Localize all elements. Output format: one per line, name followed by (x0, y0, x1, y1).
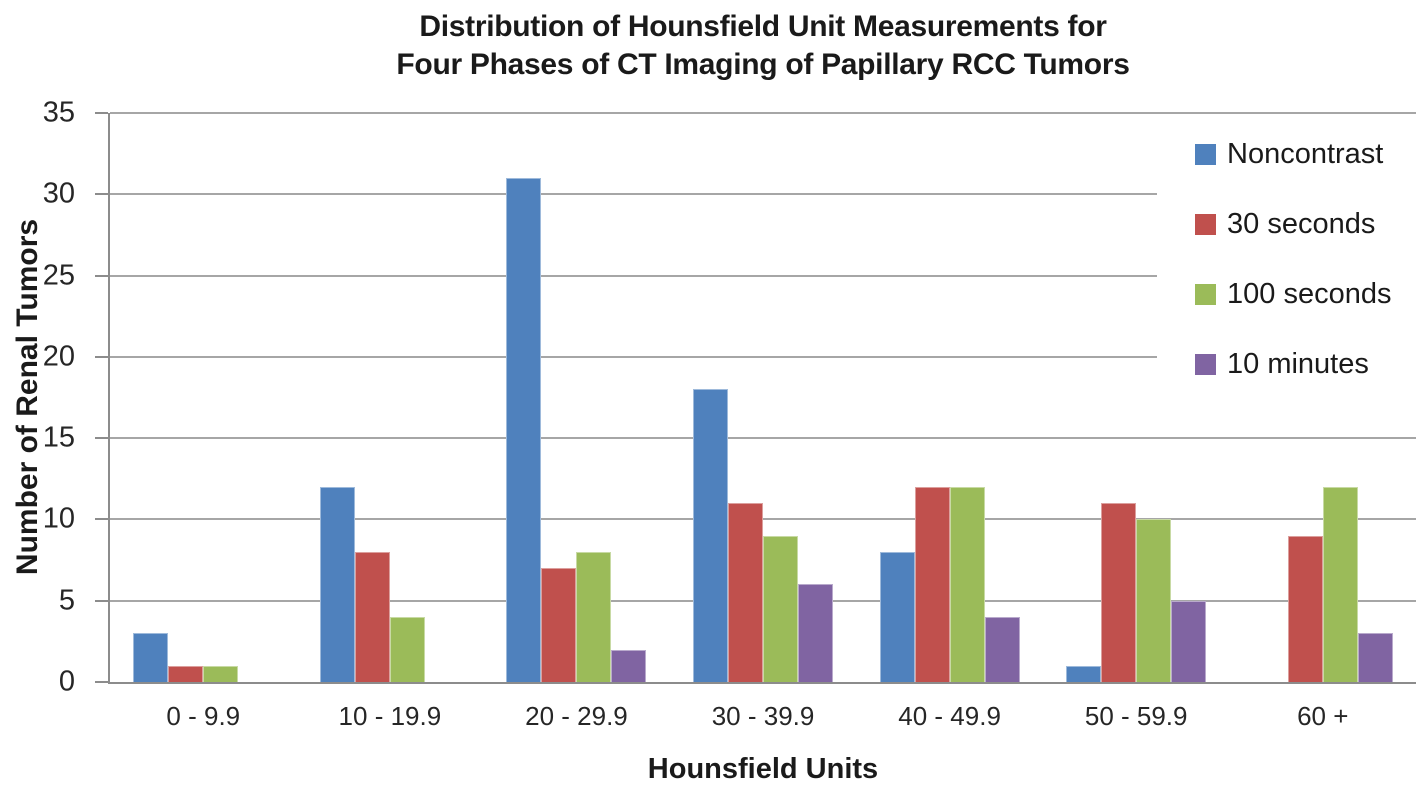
x-axis-title: Hounsfield Units (647, 753, 879, 785)
bar-100-seconds-30-39-9 (763, 535, 799, 682)
gridline-25 (110, 274, 1416, 277)
bar-100-seconds-20-29-9 (576, 551, 612, 682)
chart-title: Distribution of Hounsfield Unit Measurem… (110, 8, 1416, 84)
bar-10-minutes-60 (1357, 633, 1393, 682)
x-tick-label-10-19-9: 10 - 19.9 (338, 701, 442, 731)
x-tick-label-0-9-9: 0 - 9.9 (166, 701, 241, 731)
legend-swatch-icon (1195, 214, 1216, 236)
bar-noncontrast-50-59-9 (1066, 665, 1102, 682)
bar-30-seconds-0-9-9 (168, 665, 204, 682)
bar-10-minutes-50-59-9 (1171, 600, 1207, 682)
bar-100-seconds-50-59-9 (1136, 519, 1172, 682)
legend-label: 30 seconds (1227, 208, 1376, 241)
bar-noncontrast-20-29-9 (506, 178, 542, 682)
bar-10-minutes-40-49-9 (984, 616, 1020, 682)
y-tick-label-35: 35 (42, 96, 75, 129)
x-tick-label-50-59-9: 50 - 59.9 (1084, 701, 1188, 731)
bar-group-10-19-9 (297, 113, 484, 682)
y-tick-label-20: 20 (42, 340, 75, 373)
plot-area (95, 112, 1416, 684)
y-tick-label-5: 5 (58, 584, 75, 617)
bar-10-minutes-30-39-9 (798, 584, 834, 682)
legend-label: 100 seconds (1227, 277, 1392, 310)
y-tick-label-15: 15 (42, 421, 75, 454)
y-tick-label-0: 0 (58, 665, 75, 698)
chart-title-line-2: Four Phases of CT Imaging of Papillary R… (396, 48, 1130, 81)
bar-group-20-29-9 (483, 113, 670, 682)
bar-100-seconds-10-19-9 (389, 616, 425, 682)
bar-100-seconds-0-9-9 (203, 665, 239, 682)
legend-swatch-icon (1195, 144, 1216, 166)
bar-100-seconds-60 (1322, 486, 1358, 682)
bar-30-seconds-60 (1287, 535, 1323, 682)
bar-group-30-39-9 (670, 113, 857, 682)
y-tick-label-30: 30 (42, 177, 75, 210)
legend-swatch-icon (1195, 353, 1216, 375)
y-tick-mark-0 (95, 681, 108, 683)
bar-noncontrast-10-19-9 (319, 486, 355, 682)
legend-item-10-minutes: 10 minutes (1157, 329, 1416, 399)
bar-30-seconds-10-19-9 (354, 551, 390, 682)
gridline-15 (110, 437, 1416, 440)
bar-group-50-59-9 (1043, 113, 1230, 682)
legend-item-100-seconds: 100 seconds (1157, 260, 1416, 330)
y-tick-mark-20 (95, 355, 108, 358)
bar-30-seconds-30-39-9 (728, 503, 764, 682)
bar-noncontrast-0-9-9 (133, 633, 169, 682)
gridline-35 (110, 112, 1416, 114)
bar-30-seconds-40-49-9 (914, 486, 950, 682)
bar-30-seconds-50-59-9 (1101, 503, 1137, 682)
bar-group-60 (1229, 113, 1416, 682)
y-axis-line (108, 113, 110, 684)
bar-100-seconds-40-49-9 (949, 486, 985, 682)
x-axis-line (108, 682, 1416, 684)
x-tick-label-30-39-9: 30 - 39.9 (711, 701, 815, 731)
x-category-labels: 0 - 9.9 10 - 19.9 20 - 29.9 30 - 39.9 40 - 4… (110, 701, 1416, 732)
x-tick-label-60: 60 + (1297, 701, 1349, 731)
legend-item-30-seconds: 30 seconds (1157, 190, 1416, 260)
legend: Noncontrast 30 seconds 100 seconds 10 minut… (1157, 120, 1416, 399)
x-tick-label-40-49-9: 40 - 49.9 (898, 701, 1001, 731)
y-tick-label-10: 10 (42, 502, 75, 535)
bar-30-seconds-20-29-9 (541, 568, 577, 682)
bar-noncontrast-40-49-9 (879, 551, 915, 682)
y-tick-mark-5 (95, 599, 108, 602)
gridline-20 (110, 355, 1416, 358)
x-tick-label-20-29-9: 20 - 29.9 (525, 701, 628, 731)
legend-swatch-icon (1195, 283, 1216, 305)
y-tick-label-25: 25 (42, 259, 75, 292)
y-tick-mark-30 (95, 193, 108, 196)
chart-title-line-1: Distribution of Hounsfield Unit Measurem… (419, 10, 1107, 43)
legend-item-noncontrast: Noncontrast (1157, 120, 1416, 190)
y-tick-labels: 0 5 10 15 20 25 30 35 (0, 97, 95, 698)
y-tick-mark-25 (95, 274, 108, 277)
bar-group-40-49-9 (856, 113, 1043, 682)
bar-10-minutes-20-29-9 (611, 649, 647, 682)
legend-label: 10 minutes (1227, 347, 1369, 380)
bar-noncontrast-30-39-9 (693, 389, 729, 682)
bar-group-0-9-9 (110, 113, 297, 682)
legend-label: Noncontrast (1227, 138, 1384, 171)
y-tick-mark-35 (95, 112, 108, 114)
y-tick-mark-15 (95, 437, 108, 440)
bar-groups (110, 113, 1416, 682)
gridline-30 (110, 193, 1416, 196)
y-tick-mark-10 (95, 518, 108, 521)
